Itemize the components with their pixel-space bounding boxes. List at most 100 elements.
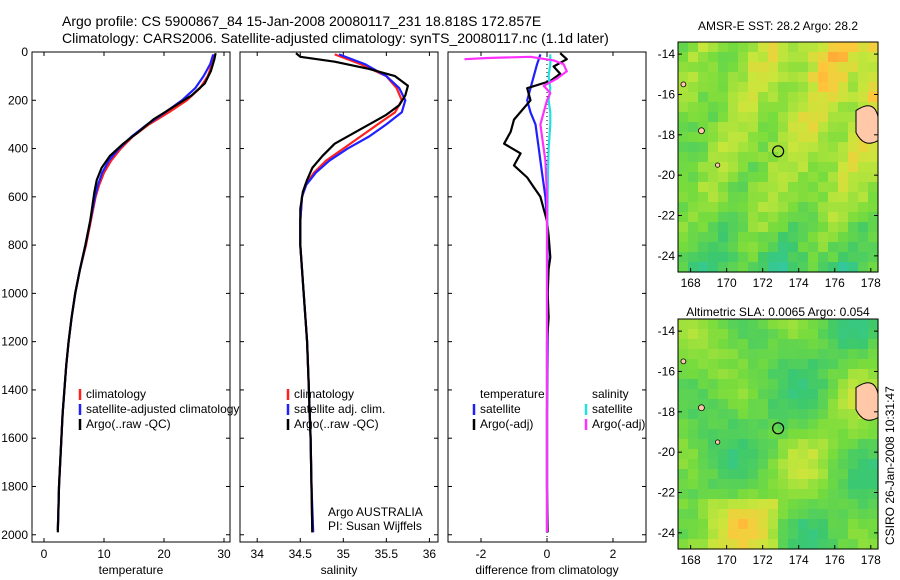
map-cell: [818, 419, 829, 430]
map-cell: [718, 222, 729, 233]
map-cell: [698, 429, 709, 440]
map-cell: [858, 449, 869, 460]
x-tick-label: 35.5: [375, 547, 399, 561]
map-cell: [778, 349, 789, 360]
map-cell: [758, 72, 769, 83]
map-cell: [688, 232, 699, 243]
map-cell: [818, 339, 829, 350]
map-cell: [758, 232, 769, 243]
map-cell: [828, 439, 839, 450]
map-cell: [818, 52, 829, 63]
map-cell: [768, 509, 779, 520]
map-cell: [828, 222, 839, 233]
x-tick-label: 0: [41, 547, 48, 561]
map-cell: [788, 222, 799, 233]
map-cell: [808, 319, 819, 330]
map-cell: [848, 92, 859, 103]
x-tick-label: 174: [789, 553, 809, 567]
map-cell: [758, 509, 769, 520]
map-cell: [778, 409, 789, 420]
map-cell: [788, 409, 799, 420]
map-cell: [798, 102, 809, 113]
map-cell: [858, 369, 869, 380]
map-cell: [748, 192, 759, 203]
map-cell: [728, 72, 739, 83]
map-cell: [838, 379, 849, 390]
map-cell: [788, 449, 799, 460]
map-cell: [738, 42, 749, 53]
map-cell: [868, 349, 879, 360]
map-cell: [718, 122, 729, 133]
map-cell: [828, 52, 839, 63]
map-cell: [758, 439, 769, 450]
map-cell: [858, 82, 869, 93]
map-cell: [798, 202, 809, 213]
y-tick-label: -24: [658, 249, 676, 263]
map-cell: [838, 469, 849, 480]
map-cell: [768, 222, 779, 233]
map-cell: [818, 132, 829, 143]
title-line-2: Climatology: CARS2006. Satellite-adjuste…: [62, 30, 609, 46]
map-cell: [748, 122, 759, 133]
map-cell: [828, 72, 839, 83]
map-cell: [678, 429, 689, 440]
map-cell: [708, 429, 719, 440]
map-cell: [768, 529, 779, 540]
map-cell: [808, 349, 819, 360]
y-tick-label: -14: [658, 47, 676, 61]
map-cell: [698, 339, 709, 350]
map-cell: [858, 92, 869, 103]
map-cell: [848, 509, 859, 520]
map-cell: [858, 222, 869, 233]
map-cell: [728, 232, 739, 243]
map-cell: [808, 479, 819, 490]
map-cell: [678, 92, 689, 103]
map-cell: [768, 72, 779, 83]
map-cell: [798, 399, 809, 410]
map-cell: [728, 132, 739, 143]
map-cell: [708, 419, 719, 430]
x-tick-label: 168: [681, 276, 701, 290]
map-cell: [868, 319, 879, 330]
map-cell: [678, 72, 689, 83]
map-cell: [858, 339, 869, 350]
map-cell: [738, 252, 749, 263]
map-cell: [808, 222, 819, 233]
map-cell: [768, 469, 779, 480]
map-cell: [678, 242, 689, 253]
map-cell: [698, 409, 709, 420]
map-cell: [718, 409, 729, 420]
map-cell: [798, 449, 809, 460]
map-cell: [708, 519, 719, 530]
map-cell: [828, 539, 839, 550]
map-cell: [728, 509, 739, 520]
map-cell: [748, 132, 759, 143]
map-cell: [828, 489, 839, 500]
map-cell: [768, 42, 779, 53]
map-cell: [688, 162, 699, 173]
map-cell: [778, 339, 789, 350]
map-cell: [828, 459, 839, 470]
map-cell: [778, 469, 789, 480]
map-cell: [768, 519, 779, 530]
map-cell: [688, 529, 699, 540]
x-tick-label: 172: [753, 553, 773, 567]
map-cell: [708, 349, 719, 360]
map-cell: [748, 409, 759, 420]
land-island: [698, 404, 705, 412]
map-cell: [698, 142, 709, 153]
map-cell: [698, 172, 709, 183]
map-cell: [708, 42, 719, 53]
map-cell: [768, 62, 779, 73]
map-cell: [828, 499, 839, 510]
y-tick-label: 1200: [1, 335, 28, 349]
map-cell: [758, 262, 769, 273]
map-cell: [808, 212, 819, 223]
map-cell: [828, 182, 839, 193]
map-cell: [688, 399, 699, 410]
map-cell: [838, 519, 849, 530]
map-cell: [788, 519, 799, 530]
map-cell: [798, 429, 809, 440]
map-cell: [858, 182, 869, 193]
map-cell: [718, 519, 729, 530]
